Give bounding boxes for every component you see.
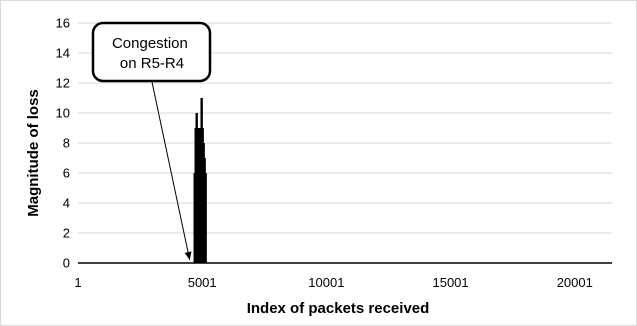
y-tick-label: 8 <box>63 136 70 151</box>
x-tick-label: 10001 <box>308 275 344 290</box>
y-tick-label: 2 <box>63 226 70 241</box>
y-tick-label: 14 <box>56 46 70 61</box>
y-tick-label: 16 <box>56 16 70 31</box>
y-tick-label: 12 <box>56 76 70 91</box>
y-tick-label: 10 <box>56 106 70 121</box>
x-tick-labels: 1 5001 10001 15001 20001 <box>74 275 592 290</box>
x-tick-label: 15001 <box>432 275 468 290</box>
x-tick-label: 1 <box>74 275 81 290</box>
y-tick-label: 6 <box>63 166 70 181</box>
loss-bar <box>204 173 207 263</box>
callout-box <box>91 21 212 83</box>
grid-lines <box>78 22 612 234</box>
y-tick-label: 4 <box>63 196 70 211</box>
congestion-annotation: Congestion on R5-R4 <box>91 21 212 261</box>
y-axis-title: Magnitude of loss <box>25 89 42 217</box>
x-axis-title: Index of packets received <box>247 300 430 317</box>
x-tick-label: 20001 <box>557 275 593 290</box>
callout-arrow-line <box>151 81 191 261</box>
y-tick-labels: 0 2 4 6 8 10 12 14 16 <box>56 16 70 271</box>
x-tick-label: 5001 <box>188 275 217 290</box>
callout-line-1: Congestion <box>112 35 188 52</box>
y-tick-label: 0 <box>63 256 70 271</box>
callout-line-2: on R5-R4 <box>120 55 184 72</box>
callout-arrow-head <box>184 251 192 260</box>
bar-series <box>193 98 207 263</box>
callout-text: Congestion on R5-R4 <box>112 35 192 72</box>
